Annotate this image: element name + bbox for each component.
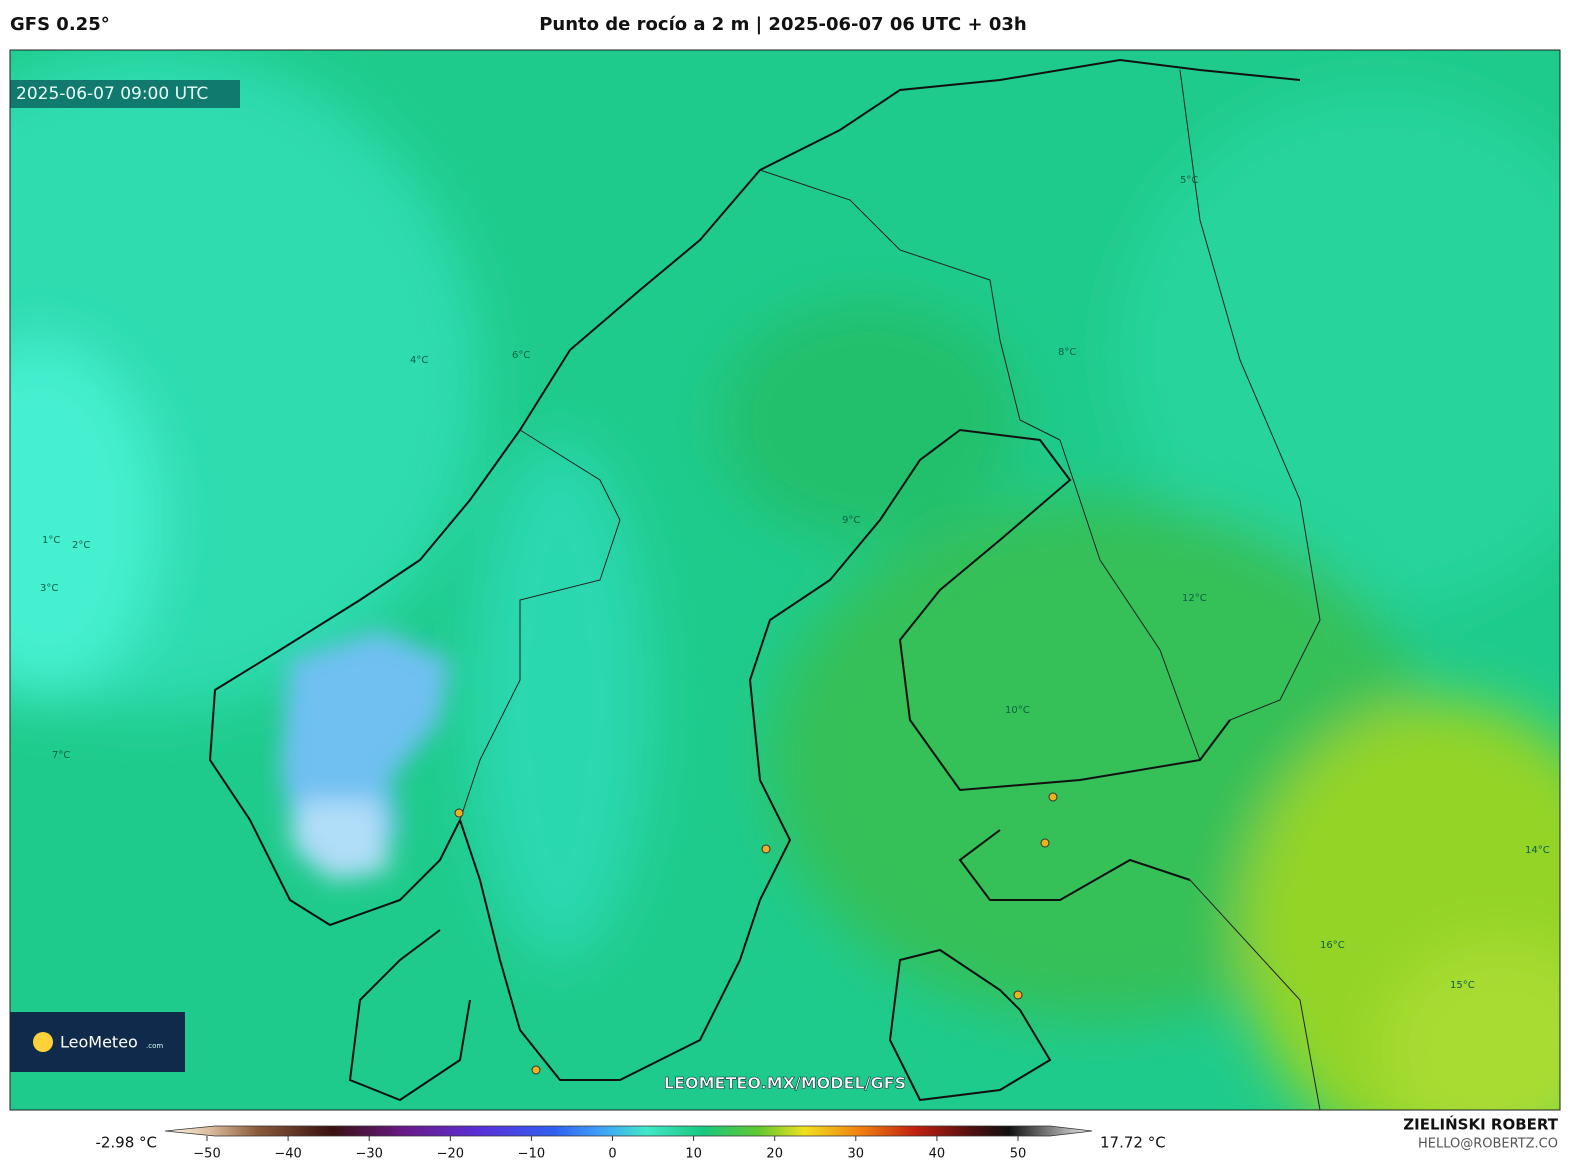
contour-label: 1°C [42,535,60,546]
colorbar-tick-label: 50 [1010,1147,1027,1162]
city-markers [454,792,1058,1075]
contour-label: 6°C [512,350,530,361]
logo-text: LeoMeteo [60,1033,138,1052]
author: ZIELIŃSKI ROBERT [1403,1115,1558,1134]
colorbar-tick-label: −40 [274,1147,301,1162]
colorbar-tick-label: −20 [437,1147,464,1162]
map-title: Punto de rocío a 2 m | 2025-06-07 06 UTC… [539,14,1027,35]
model-name: GFS 0.25° [10,14,110,35]
borders [459,69,1321,1110]
colorbar [164,1125,1093,1137]
contour-label: 16°C [1320,940,1345,951]
colorbar-max: 17.72 °C [1100,1134,1166,1152]
logo-sun [33,1032,53,1052]
contour-label: 4°C [410,355,428,366]
colorbar-tick-label: 10 [685,1147,702,1162]
contour-label: 5°C [1180,175,1198,186]
colorbar-tick-label: −30 [355,1147,382,1162]
colorbar-min: -2.98 °C [95,1134,157,1152]
colorbar-tick-label: 0 [608,1147,616,1162]
logo-suffix: .com [146,1042,163,1050]
colorbar-tick-label: −50 [193,1147,220,1162]
contour-label: 14°C [1525,845,1550,856]
map-frame [9,49,1561,1111]
colorbar-tick-label: 30 [848,1147,865,1162]
contour-label: 7°C [52,750,70,761]
contour-label: 2°C [72,540,90,551]
contour-label: 9°C [842,515,860,526]
colorbar-tick-label: 20 [766,1147,783,1162]
watermark: LEOMETEO.MX/MODEL/GFS [664,1074,906,1093]
contour-label: 10°C [1005,705,1030,716]
contour-label: 8°C [1058,347,1076,358]
colorbar-tick-label: −10 [518,1147,545,1162]
timestamp: 2025-06-07 09:00 UTC [16,84,208,104]
contour-label: 3°C [40,583,58,594]
email: HELLO@ROBERTZ.CO [1418,1137,1558,1152]
field: 2025-06-07 09:00 UTC 4°C 6°C 2°C 1°C 3°C… [10,50,1560,1110]
colorbar-tick-label: 40 [929,1147,946,1162]
contour-label: 12°C [1182,593,1207,604]
contour-label: 15°C [1450,980,1475,991]
coastline [208,58,1301,1102]
